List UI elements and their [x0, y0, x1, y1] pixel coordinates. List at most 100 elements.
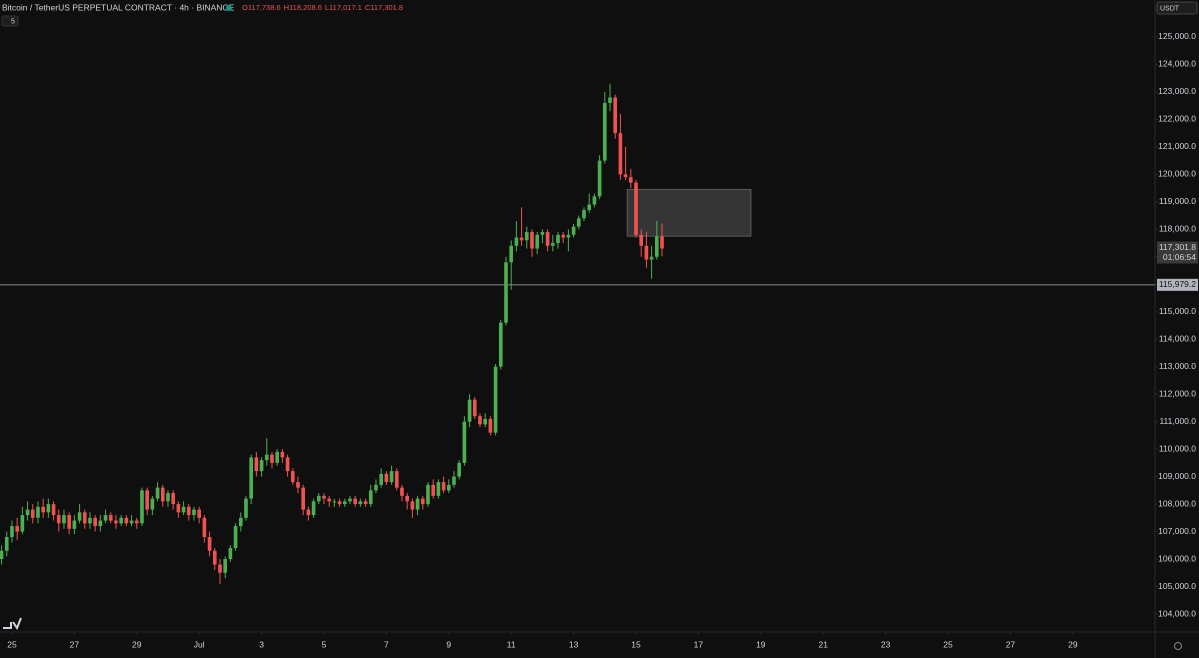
candle-body: [275, 451, 279, 463]
candle-body: [25, 509, 30, 516]
y-tick-label: 110,000.0: [1159, 443, 1196, 453]
currency-button[interactable]: [1156, 1, 1198, 15]
candle-body: [342, 501, 347, 505]
x-tick-label: 5: [322, 639, 327, 649]
candle-body: [160, 487, 165, 502]
candle-body: [540, 232, 545, 235]
candle-body: [483, 418, 488, 425]
candle-body: [550, 243, 555, 246]
x-tick-label: 23: [881, 639, 891, 649]
y-tick-label: 115,000.0: [1159, 306, 1196, 316]
candle-body: [0, 550, 4, 560]
y-tick-label: 112,000.0: [1159, 388, 1196, 398]
candle-body: [467, 399, 472, 422]
candle-body: [212, 550, 217, 565]
candle-body: [410, 501, 415, 510]
candle-body: [140, 490, 144, 524]
candle-body: [233, 526, 238, 549]
candle-body: [93, 517, 97, 527]
candle-body: [452, 476, 456, 485]
candle-body: [264, 454, 269, 461]
candle-body: [348, 498, 352, 502]
candle-body: [259, 460, 264, 472]
candle-body: [223, 559, 227, 573]
candle-body: [197, 509, 201, 518]
x-tick-label: 19: [756, 639, 766, 649]
candle-body: [524, 232, 529, 241]
candle-body: [218, 564, 222, 573]
last-price-box: [1157, 241, 1198, 264]
currency[interactable]: USDT: [1160, 5, 1180, 12]
candle-body: [493, 366, 498, 433]
candle-body: [415, 498, 420, 510]
candle-body: [405, 495, 410, 502]
x-tick-label: 21: [818, 639, 828, 649]
candle-body: [639, 234, 644, 246]
settings-icon[interactable]: [1174, 642, 1182, 650]
y-tick-label: 120,000.0: [1158, 169, 1196, 179]
candle-body: [306, 509, 311, 516]
x-tick-label: 29: [132, 639, 142, 649]
indicator-toggle[interactable]: [1, 15, 19, 27]
candle-body: [254, 457, 259, 472]
candle-body: [36, 506, 40, 518]
candle-body: [244, 498, 248, 518]
y-tick-label: 124,000.0: [1158, 59, 1196, 69]
candle-body: [535, 234, 540, 249]
candle-body: [51, 504, 56, 516]
candle-body: [556, 234, 560, 244]
candle-body: [389, 471, 394, 483]
candle-body: [394, 471, 399, 488]
candle-body: [67, 515, 71, 529]
y-tick-label: 107,000.0: [1158, 526, 1196, 536]
candle-body: [202, 517, 207, 538]
candle-body: [134, 520, 139, 524]
candle-body: [509, 245, 514, 263]
indicator-count[interactable]: 5: [11, 18, 15, 25]
candle-body: [228, 548, 233, 560]
status-dot: [226, 5, 232, 11]
candle-body: [56, 515, 61, 524]
candle-body: [270, 454, 274, 463]
candle-body: [660, 236, 664, 249]
candle-body: [290, 471, 295, 483]
candle-body: [186, 506, 191, 516]
candle-body: [514, 237, 519, 246]
candle-body: [327, 498, 332, 502]
countdown: 01:06:54: [1163, 252, 1196, 262]
candle-body: [436, 482, 441, 496]
candle-body: [384, 473, 389, 483]
y-tick-label: 109,000.0: [1158, 471, 1196, 481]
candle-body: [634, 182, 638, 235]
candle-body: [176, 504, 181, 513]
candle-body: [472, 399, 477, 417]
candle-body: [462, 421, 467, 463]
candle-body: [296, 482, 300, 488]
legend-value: O117,738.6: [242, 3, 281, 12]
y-tick-label: 118,000.0: [1159, 224, 1196, 234]
x-tick-label: 27: [70, 639, 80, 649]
candle-body: [10, 526, 14, 538]
candle-body: [119, 517, 123, 524]
candle-body: [368, 490, 373, 505]
y-tick-label: 119,000.0: [1159, 196, 1196, 206]
candle-body: [207, 537, 212, 551]
x-tick-label: 27: [1006, 639, 1016, 649]
candle-body: [171, 493, 175, 505]
x-tick-label: 25: [7, 639, 17, 649]
x-tick-label: 25: [943, 639, 953, 649]
candle-body: [618, 133, 623, 175]
candle-body: [478, 416, 482, 425]
candle-body: [150, 498, 155, 510]
y-tick-label: 122,000.0: [1158, 114, 1196, 124]
candle-body: [124, 517, 129, 524]
candle-body: [155, 487, 160, 499]
candle-body: [504, 262, 508, 323]
candle-body: [623, 174, 628, 178]
x-tick-label: 11: [507, 639, 516, 649]
legend-value: L117,017.1: [325, 3, 362, 12]
candle-body: [613, 97, 618, 134]
candle-body: [82, 512, 87, 524]
candle-body: [249, 457, 253, 499]
